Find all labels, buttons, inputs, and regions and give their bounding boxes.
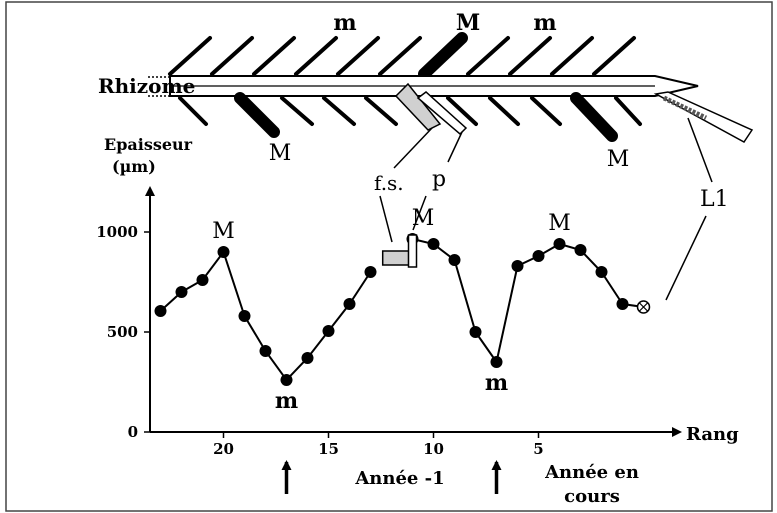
data-point (217, 246, 230, 258)
year-label-previous: Année -1 (354, 468, 444, 489)
bottom-mark-M1: M (269, 141, 292, 166)
data-point (448, 254, 461, 266)
bottom-mark-M2: M (607, 147, 630, 172)
bar-markers (381, 234, 418, 268)
upper-major-scale-M (418, 32, 468, 80)
annotation-min: m (275, 388, 298, 414)
data-point (490, 356, 503, 368)
data-point (364, 266, 377, 278)
callout-p-line-top (447, 131, 463, 163)
callout-l1-line-top (687, 117, 713, 183)
p-bar-marker (407, 234, 418, 268)
year-arrows (281, 460, 502, 494)
annotation-max: M (212, 219, 235, 244)
y-tick-labels: 0 500 1000 (96, 223, 138, 441)
series-points (154, 233, 629, 386)
l1-point-cross (639, 302, 648, 312)
callout-p-line-bottom (412, 195, 427, 231)
annotation-min: m (485, 370, 508, 396)
annotation-max: M (548, 211, 571, 236)
series-line (159, 249, 372, 382)
y-axis-label-line2: (µm) (112, 157, 156, 176)
flower-stalk-shape (394, 82, 442, 131)
data-point (259, 345, 272, 357)
top-mark-m2: m (533, 10, 556, 36)
data-point (574, 244, 587, 256)
year-label-current-line2: cours (564, 486, 620, 507)
fs-bar-marker (381, 250, 410, 266)
data-point (322, 325, 335, 337)
x-axis-label: Rang (686, 424, 739, 445)
data-point (343, 298, 356, 310)
l1-point-group (622, 300, 651, 314)
data-point (595, 266, 608, 278)
rhizome-diagram: Rhizome m M m M M f.s. p L1 (98, 10, 754, 212)
data-point (238, 310, 251, 322)
series-line (412, 238, 624, 365)
data-point (511, 260, 524, 272)
x-tick-labels: 20 15 10 5 (213, 440, 544, 458)
callout-fs-line-top (393, 127, 433, 169)
data-point (154, 305, 167, 317)
x-tick-label: 15 (318, 440, 339, 458)
upper-leaf-scales (168, 32, 636, 80)
callout-fs-label: f.s. (374, 171, 404, 195)
axis-ticks (144, 231, 540, 438)
data-point (301, 352, 314, 364)
l1-leaf (653, 91, 754, 143)
rhizome-label: Rhizome (98, 74, 195, 98)
data-point (553, 238, 566, 250)
top-mark-m1: m (333, 10, 356, 36)
data-point (280, 374, 293, 386)
callout-l1-line-bottom (665, 215, 707, 301)
year-label-current-line1: Année en (544, 462, 639, 483)
x-tick-label: 20 (213, 440, 234, 458)
data-point (175, 286, 188, 298)
data-point (427, 238, 440, 250)
callout-l1-label: L1 (700, 187, 729, 212)
y-tick-label: 0 (128, 423, 138, 441)
point-annotations: Mm Mm M (212, 206, 571, 414)
data-point (532, 250, 545, 262)
y-axis-label-line1: Epaisseur (104, 135, 193, 154)
x-tick-label: 5 (533, 440, 543, 458)
data-point (196, 274, 209, 286)
x-tick-label: 10 (423, 440, 444, 458)
callout-fs-line-bottom (379, 195, 393, 243)
peduncle-shape (416, 91, 468, 136)
lower-leaf-scales (178, 92, 642, 142)
lower-major-scale-M2 (570, 92, 618, 142)
lower-major-scale-M1 (234, 92, 280, 138)
annotation-max: M (412, 206, 435, 231)
callout-p-label: p (432, 167, 446, 192)
data-point (469, 326, 482, 338)
y-tick-label: 1000 (96, 223, 138, 241)
y-tick-label: 500 (107, 323, 138, 341)
figure-border (5, 1, 773, 512)
top-mark-M: M (456, 10, 480, 36)
